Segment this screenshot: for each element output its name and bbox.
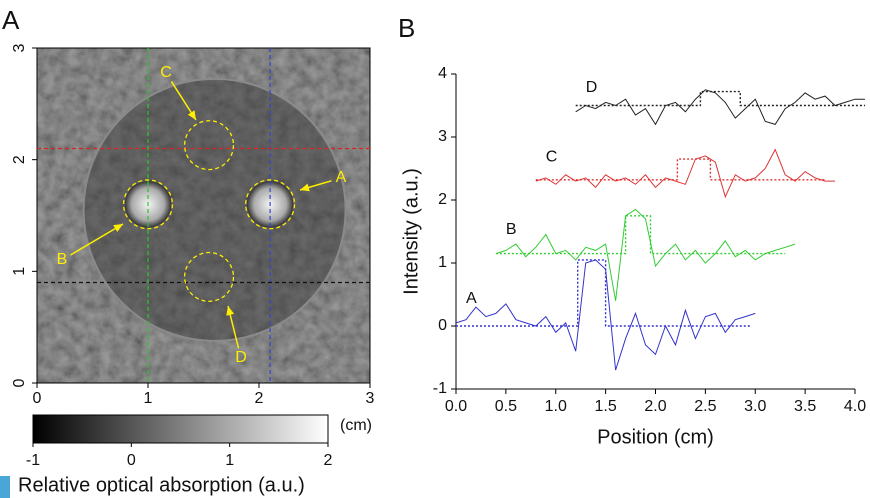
fit-line	[575, 90, 865, 107]
y-tick-label: 2	[11, 155, 28, 164]
series-label: D	[586, 79, 598, 96]
colorbar-tick-label: 1	[225, 452, 234, 469]
x-tick-label: 3.5	[794, 398, 816, 415]
roi-label: D	[235, 349, 247, 366]
y-tick-label: 3	[11, 43, 28, 52]
series-label: B	[506, 221, 517, 238]
series-label: A	[466, 290, 477, 307]
roi-label: A	[336, 169, 347, 186]
x-tick-label: 0	[33, 390, 42, 407]
x-tick-label: 3	[366, 390, 375, 407]
y-tick-label: 0	[438, 317, 447, 334]
x-tick-label: 2.0	[644, 398, 666, 415]
x-axis-unit: (cm)	[340, 417, 372, 434]
corner-marker	[0, 476, 10, 498]
x-tick-label: 0.0	[445, 398, 467, 415]
y-tick-label: 1	[11, 267, 28, 276]
x-tick-label: 1.5	[595, 398, 617, 415]
series-line	[575, 89, 865, 126]
series-line	[495, 208, 796, 301]
series-line	[535, 148, 835, 199]
x-tick-label: 4.0	[844, 398, 866, 415]
colorbar-tick-label: 0	[127, 452, 136, 469]
x-axis-title: Position (cm)	[597, 426, 714, 448]
y-tick-label: -1	[433, 380, 447, 397]
y-tick-label: 2	[438, 191, 447, 208]
y-tick-label: 4	[438, 65, 447, 82]
arrow-head	[300, 183, 310, 192]
panel-label: B	[398, 13, 415, 43]
roi-label: B	[57, 251, 68, 268]
arrow-head	[113, 224, 123, 233]
roi-circle	[183, 120, 235, 171]
x-tick-label: 1	[144, 390, 153, 407]
roi-circle	[183, 251, 235, 302]
phantom	[82, 77, 347, 342]
arrow-head	[226, 306, 235, 316]
arrow-head	[187, 110, 196, 120]
fit-line	[495, 215, 786, 255]
colorbar	[32, 414, 329, 444]
fit-line	[456, 259, 751, 327]
image-frame	[36, 47, 371, 384]
x-tick-label: 2.5	[694, 398, 716, 415]
fit-line	[535, 158, 826, 181]
y-tick-label: 1	[438, 254, 447, 271]
roi-circle	[245, 179, 296, 230]
panel-label: A	[2, 5, 20, 35]
x-tick-label: 0.5	[495, 398, 517, 415]
colorbar-tick-label: -1	[26, 452, 40, 469]
x-tick-label: 1.0	[545, 398, 567, 415]
colorbar-label: Relative optical absorption (a.u.)	[18, 474, 305, 496]
y-axis-title: Intensity (a.u.)	[400, 168, 422, 295]
roi-circle	[122, 179, 174, 230]
x-tick-label: 2	[255, 390, 264, 407]
x-tick-label: 3.0	[744, 398, 766, 415]
y-tick-label: 3	[438, 128, 447, 145]
y-tick-label: 0	[11, 378, 28, 387]
roi-label: C	[160, 64, 172, 81]
arrow-shaft	[70, 223, 124, 256]
colorbar-tick-label: 2	[324, 452, 333, 469]
series-label: C	[546, 148, 558, 165]
